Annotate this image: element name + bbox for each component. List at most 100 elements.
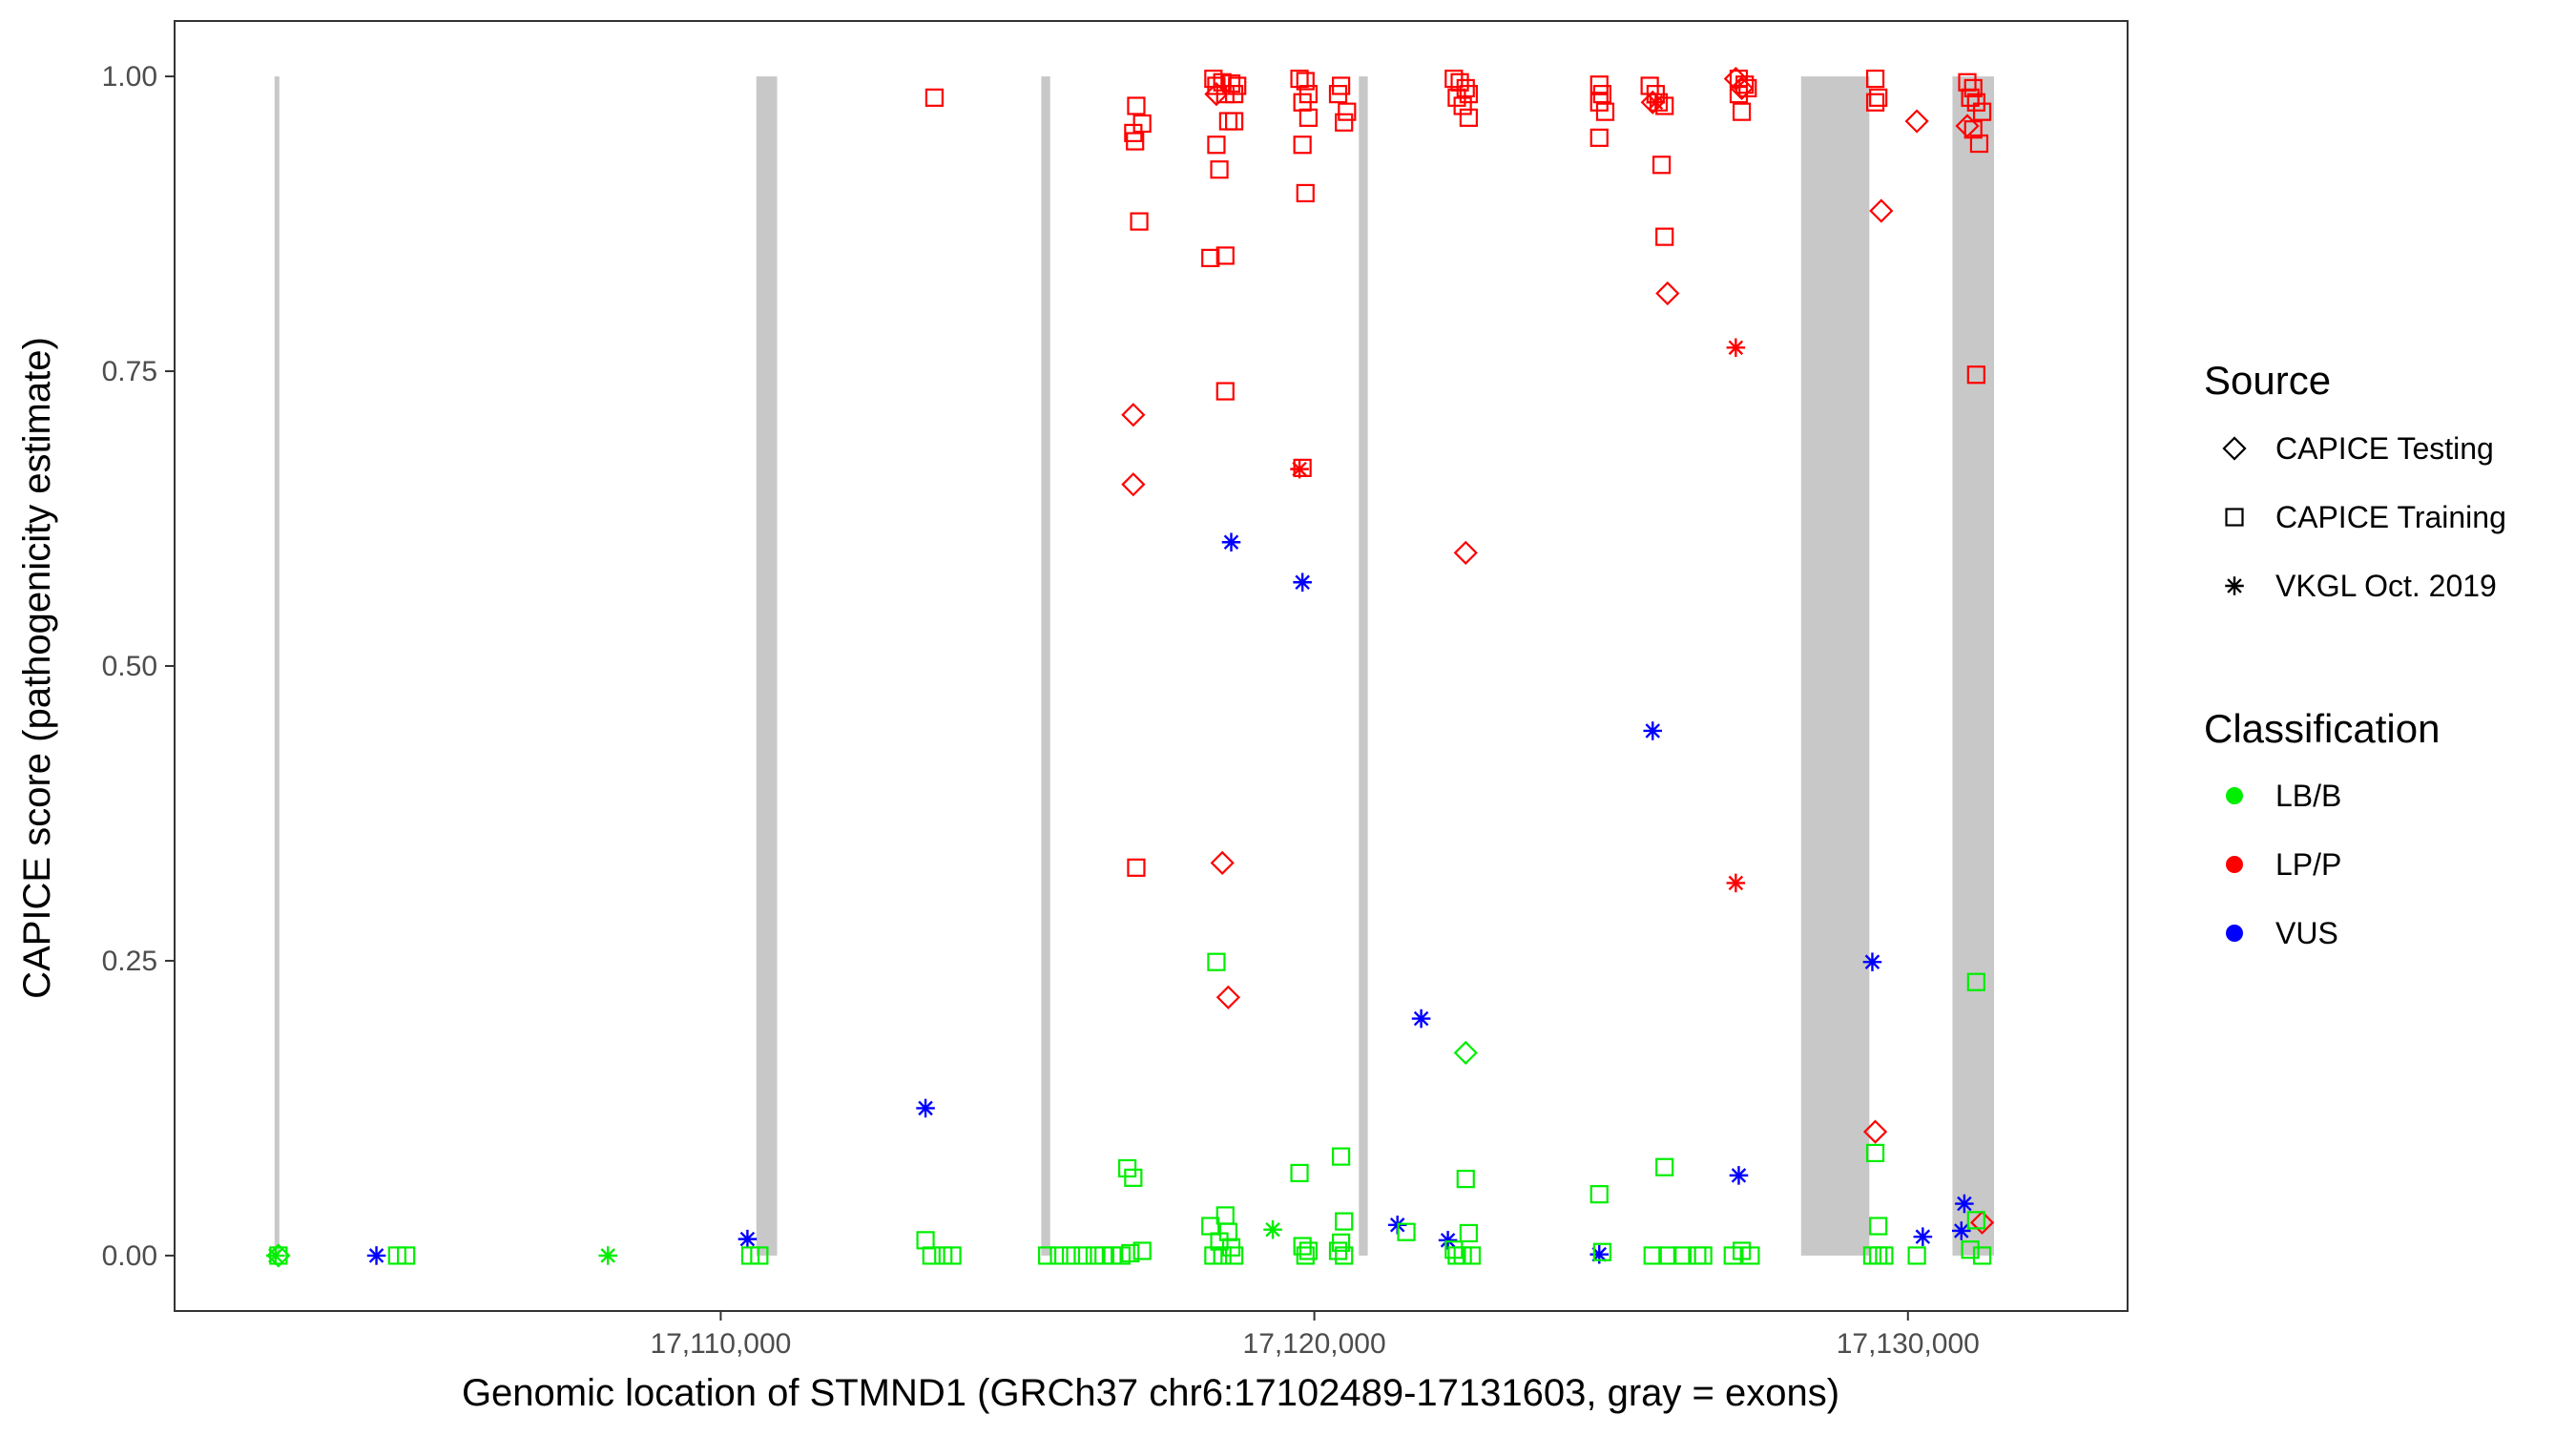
series-lpp-diamond xyxy=(1121,66,1995,1235)
diamond-marker xyxy=(1121,472,1146,497)
data-point xyxy=(1335,113,1354,132)
data-point xyxy=(1121,1243,1140,1263)
data-point xyxy=(1726,873,1746,893)
square-marker xyxy=(1121,1243,1140,1263)
data-point xyxy=(1338,102,1357,121)
data-point xyxy=(1869,1246,1888,1265)
square-marker xyxy=(1127,858,1146,877)
series-lbb-diamond xyxy=(266,1040,1478,1268)
data-point xyxy=(1453,1040,1478,1065)
asterisk-stroke xyxy=(1728,340,1744,356)
series-vus-asterisk xyxy=(366,532,1974,1265)
square-marker xyxy=(1296,72,1315,91)
data-point xyxy=(1969,1210,1995,1235)
exon-bands xyxy=(274,76,1995,1256)
data-point xyxy=(1263,1219,1282,1239)
data-point xyxy=(1646,93,1666,113)
square-marker xyxy=(1969,134,1989,154)
data-point xyxy=(1869,198,1894,223)
square-marker xyxy=(1738,78,1757,98)
data-point xyxy=(1966,93,1985,112)
square-marker xyxy=(1462,1246,1482,1265)
asterisk-marker xyxy=(366,1246,386,1265)
data-point xyxy=(1969,134,1989,154)
square-marker xyxy=(1444,69,1464,89)
square-marker xyxy=(1732,102,1752,121)
square-marker xyxy=(1296,183,1315,203)
square-marker xyxy=(1592,1242,1611,1261)
square-marker xyxy=(1963,78,1983,98)
diamond-marker xyxy=(1955,114,1980,138)
asterisk-marker xyxy=(1643,721,1663,740)
data-point xyxy=(922,1246,941,1265)
data-point xyxy=(1862,1119,1888,1144)
square-marker xyxy=(1335,1246,1354,1265)
data-point xyxy=(1459,85,1478,104)
legend-source-label: CAPICE Training xyxy=(2275,500,2506,534)
data-point xyxy=(269,1246,288,1265)
series-lpp-square xyxy=(924,69,1992,877)
data-point xyxy=(1643,1246,1662,1265)
legend-source-title: Source xyxy=(2204,358,2331,403)
square-marker xyxy=(1335,113,1354,132)
data-point xyxy=(1335,1246,1354,1265)
square-marker xyxy=(1207,952,1226,971)
data-point xyxy=(1298,108,1318,127)
data-point xyxy=(1961,1240,1980,1259)
data-point xyxy=(1215,382,1235,401)
data-point xyxy=(1201,1217,1220,1236)
data-point xyxy=(1411,1009,1431,1029)
data-point xyxy=(1130,212,1149,231)
asterisk-stroke xyxy=(1265,1221,1280,1238)
square-marker xyxy=(1073,1246,1092,1265)
square-marker xyxy=(1061,1246,1081,1265)
square-marker xyxy=(1966,972,1985,991)
asterisk-stroke xyxy=(1440,1233,1456,1248)
square-marker xyxy=(269,1246,288,1265)
square-marker xyxy=(1966,1211,1985,1230)
exon-band xyxy=(1359,76,1368,1256)
asterisk-marker xyxy=(1955,1194,1974,1214)
asterisk-stroke xyxy=(1915,1229,1931,1244)
square-marker xyxy=(916,1231,935,1250)
square-marker xyxy=(1865,1143,1885,1162)
data-point xyxy=(1955,1194,1974,1214)
diamond-marker xyxy=(1869,198,1894,223)
legend-source-label: VKGL Oct. 2019 xyxy=(2275,569,2497,603)
diamond-marker xyxy=(1453,540,1478,565)
square-marker xyxy=(1456,1169,1475,1189)
asterisk-marker xyxy=(598,1246,617,1265)
square-marker xyxy=(1459,1223,1478,1243)
data-point xyxy=(1652,156,1672,175)
square-marker xyxy=(1966,365,1985,385)
asterisk-marker xyxy=(1263,1219,1282,1239)
legend-classification-title: Classification xyxy=(2204,706,2440,751)
data-point xyxy=(1073,1246,1092,1265)
square-marker xyxy=(1655,1157,1674,1176)
data-point xyxy=(1459,108,1478,127)
y-axis: 0.00 0.25 0.50 0.75 1.00 xyxy=(102,61,175,1272)
data-point xyxy=(916,1098,935,1118)
data-point xyxy=(1207,952,1226,971)
legend-classification-label: LP/P xyxy=(2275,847,2341,882)
y-tick-label: 1.00 xyxy=(102,61,157,93)
x-tick-label: 17,110,000 xyxy=(650,1328,791,1360)
square-marker xyxy=(1225,112,1244,131)
data-point xyxy=(1127,858,1146,877)
square-marker xyxy=(1397,1222,1416,1241)
data-point xyxy=(737,1229,758,1249)
data-point xyxy=(1589,93,1609,112)
square-marker xyxy=(1210,160,1229,179)
diamond-marker xyxy=(1215,985,1240,1009)
data-point xyxy=(1126,132,1145,151)
square-marker xyxy=(1218,112,1237,131)
data-point xyxy=(1121,403,1146,427)
square-marker xyxy=(1865,93,1885,112)
data-points xyxy=(265,66,1995,1268)
data-point xyxy=(1293,1237,1312,1256)
square-marker xyxy=(1658,1246,1677,1265)
data-point xyxy=(1293,135,1312,155)
data-point xyxy=(750,1246,769,1265)
